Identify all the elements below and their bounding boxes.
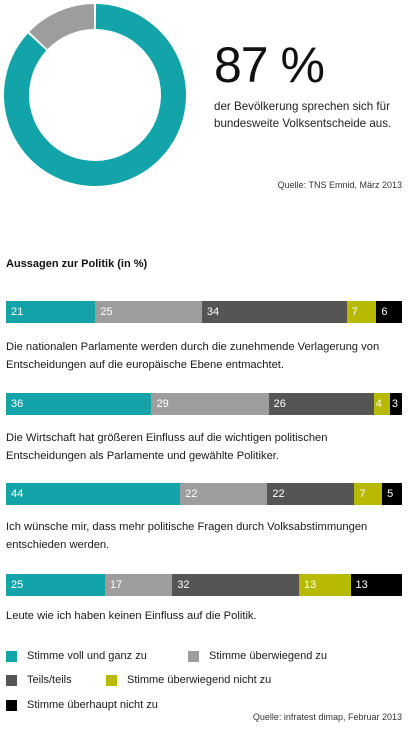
bar-value-label: 22 [272,488,285,500]
headline-description: der Bevölkerung sprechen sich für bundes… [214,100,392,130]
bar-value-label: 26 [273,398,286,410]
bar-value-label: 6 [381,306,388,318]
bar-row: 36 29 26 4 3 [6,393,402,415]
bar-segment: 22 [180,483,268,505]
legend-label: Stimme überwiegend zu [209,650,328,662]
legend-label: Stimme voll und ganz zu [27,650,147,662]
bar-segment: 13 [350,574,402,596]
statement-text: Die nationalen Parlamente werden durch d… [6,341,380,371]
source-infratest: Quelle: infratest dimap, Februar 2013 [252,712,402,722]
bar-segment: 26 [268,393,374,415]
source-emnid: Quelle: TNS Emnid, März 2013 [277,180,402,190]
legend-label: Stimme überhaupt nicht zu [27,699,158,711]
bar-value-label: 4 [375,398,382,410]
bar-value-label: 44 [11,488,24,500]
bar-value-label: 5 [387,488,394,500]
statement-text: Die Wirtschaft hat größeren Einfluss auf… [6,432,328,462]
legend-item: Stimme überwiegend zu [188,650,327,662]
bar-segment: 5 [382,483,402,505]
bar-value-label: 7 [351,306,358,318]
bar-value-label: 3 [391,398,398,410]
legend-swatch [106,674,117,686]
bar-segment: 25 [6,574,105,596]
section-title: Aussagen zur Politik (in %) [6,258,148,270]
bar-segment: 6 [376,301,402,323]
legend-swatch [188,650,199,662]
legend-swatch [6,699,17,711]
legend-item: Teils/teils [6,674,72,686]
bar-value-label: 7 [359,488,366,500]
bar-segment: 36 [6,393,152,415]
bar-segment: 25 [95,301,202,323]
bar-row: 44 22 22 7 5 [6,483,402,505]
bar-segment: 32 [172,574,300,596]
bar-row: 21 25 34 7 6 [6,301,402,323]
legend-item: Stimme voll und ganz zu [6,650,147,662]
bar-value-label: 32 [177,579,190,591]
legend-label: Teils/teils [27,674,72,686]
bar-segment: 3 [389,393,402,415]
bar-value-label: 21 [11,306,24,318]
legend-item: Stimme überhaupt nicht zu [6,699,158,711]
legend: Stimme voll und ganz zu Stimme überwiege… [6,650,406,714]
bar-segment: 7 [354,483,383,505]
donut-slice [29,4,95,50]
legend-swatch [6,674,17,686]
bar-value-label: 25 [100,306,113,318]
bar-segment: 34 [201,301,347,323]
bar-value-label: 34 [206,306,220,318]
bar-segment: 29 [151,393,269,415]
bar-segment: 4 [373,393,390,415]
bar-value-label: 22 [185,488,198,500]
legend-item: Stimme überwiegend nicht zu [106,674,271,686]
bar-segment: 13 [299,574,351,596]
bar-value-label: 13 [355,579,368,591]
bar-segment: 21 [6,301,96,323]
bar-value-label: 29 [156,398,169,410]
bar-row: 25 17 32 13 13 [6,574,402,596]
bar-segment: 7 [346,301,377,323]
statement-text: Ich wünsche mir, dass mehr politische Fr… [6,521,368,551]
statement-text: Leute wie ich haben keinen Einfluss auf … [6,610,257,622]
legend-swatch [6,650,17,662]
legend-label: Stimme überwiegend nicht zu [127,674,272,686]
bar-value-label: 36 [11,398,24,410]
donut-chart [3,4,187,186]
bar-segment: 22 [267,483,355,505]
bar-value-label: 25 [11,579,24,591]
bar-value-label: 17 [110,579,123,591]
bar-value-label: 13 [304,579,317,591]
bar-segment: 44 [6,483,181,505]
bar-segment: 17 [105,574,173,596]
headline-value: 87 % [214,37,325,93]
